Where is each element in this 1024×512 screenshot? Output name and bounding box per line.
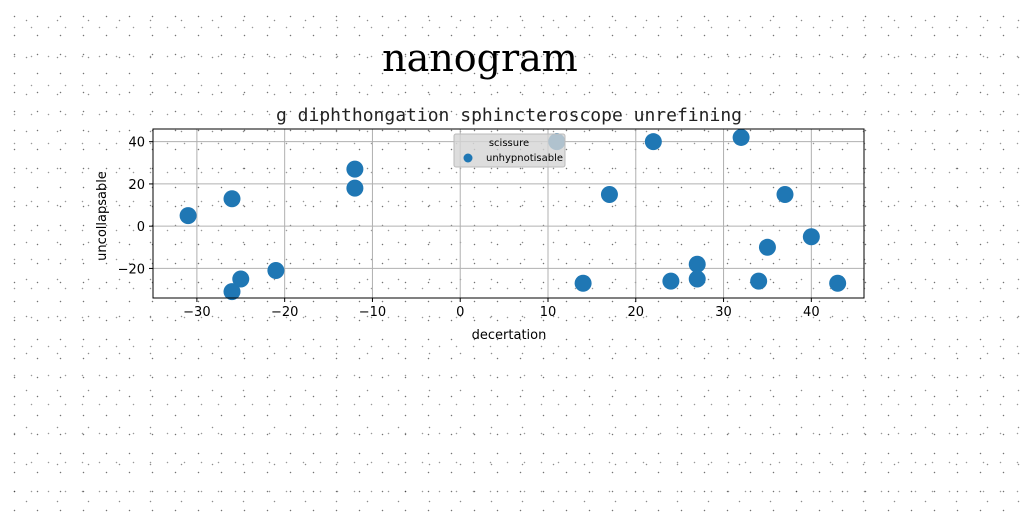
legend-marker — [463, 153, 473, 163]
x-axis-ticks: −30 −20 −10 0 10 20 30 40 — [183, 298, 820, 320]
x-tick-label: −10 — [359, 305, 386, 320]
y-tick-label: 40 — [128, 136, 145, 151]
scatter-point — [179, 207, 197, 225]
scatter-point — [829, 274, 847, 292]
scatter-point — [267, 262, 285, 280]
y-axis-label: uncollapsable — [95, 171, 110, 261]
chart-title: g diphthongation sphincteroscope unrefin… — [276, 105, 742, 126]
y-tick-label: 0 — [137, 220, 145, 235]
legend-label-unhypnotisable: unhypnotisable — [486, 153, 563, 164]
legend-title: scissure — [489, 138, 529, 149]
scatter-point — [732, 128, 750, 146]
scatter-point — [346, 179, 364, 197]
scatter-point — [232, 270, 250, 288]
scatter-point — [600, 185, 618, 203]
y-tick-label: 20 — [128, 178, 145, 193]
x-tick-label: 30 — [715, 305, 732, 320]
x-tick-label: 10 — [540, 305, 557, 320]
scatter-point — [750, 272, 768, 290]
x-tick-label: 0 — [456, 305, 464, 320]
scatter-point — [346, 160, 364, 178]
x-tick-label: −20 — [271, 305, 298, 320]
scatter-point — [644, 133, 662, 151]
figure-suptitle: nanogram — [382, 36, 578, 80]
scatter-point — [688, 255, 706, 273]
scatter-point — [223, 283, 241, 301]
y-axis-ticks: −20 0 20 40 — [118, 136, 153, 277]
scatter-point — [574, 274, 592, 292]
legend: scissure unhypnotisable — [453, 133, 566, 168]
scatter-point — [688, 270, 706, 288]
legend-box — [453, 133, 566, 168]
scatter-point — [223, 190, 241, 208]
x-tick-label: −30 — [183, 305, 210, 320]
scatter-point — [662, 272, 680, 290]
x-axis-label: decertation — [472, 328, 547, 343]
scatter-point — [776, 185, 794, 203]
x-tick-label: 40 — [803, 305, 820, 320]
scatter-point — [802, 228, 820, 246]
x-tick-label: 20 — [628, 305, 645, 320]
plot-frame — [152, 128, 865, 299]
y-tick-label: −20 — [118, 262, 145, 277]
scatter-point — [758, 238, 776, 256]
